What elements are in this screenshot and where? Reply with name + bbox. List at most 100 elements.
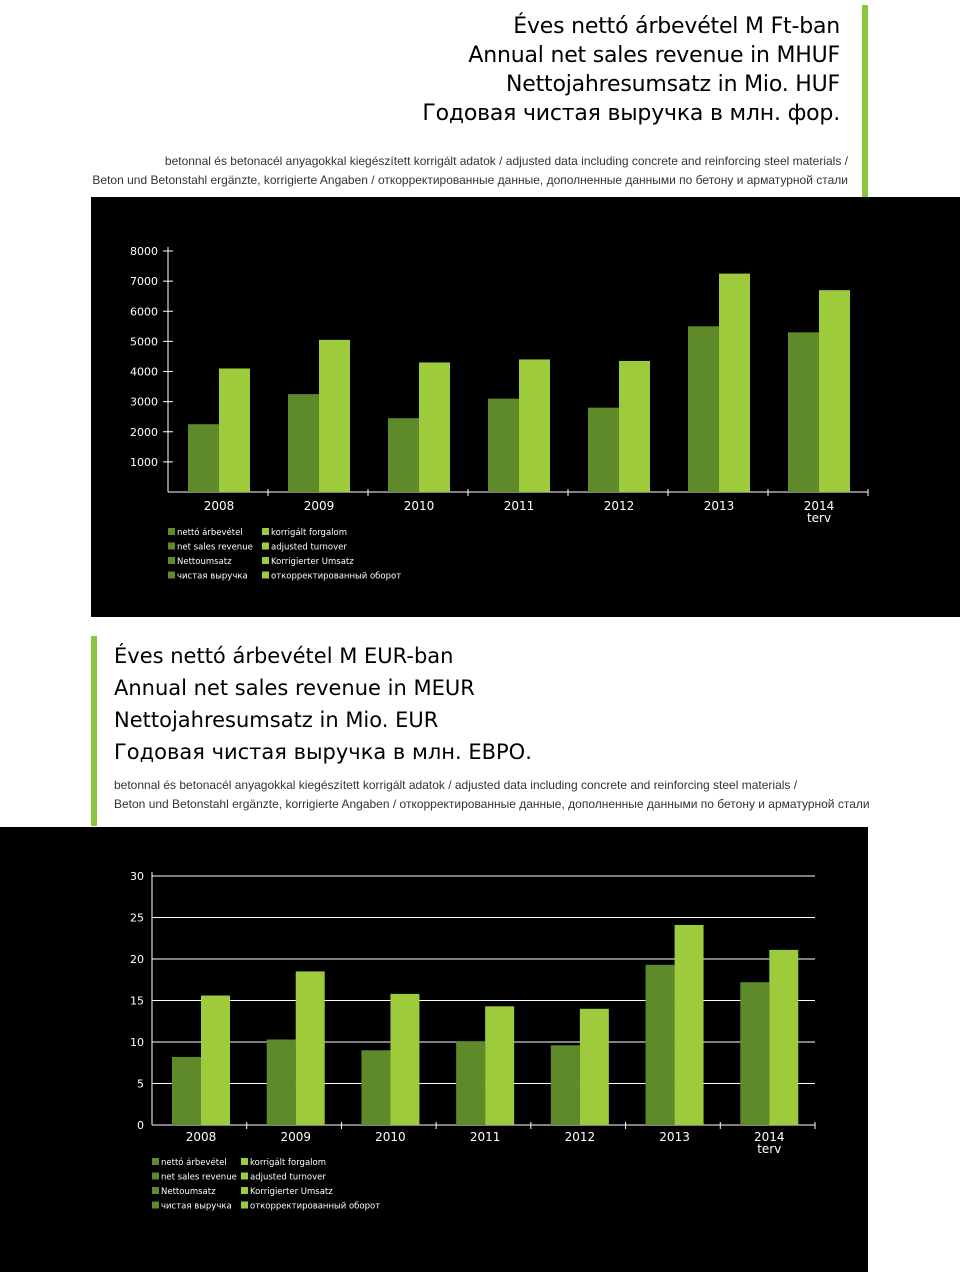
eur-legend-adjusted-label: откорректированный оборот xyxy=(250,1202,380,1212)
eur-bar-adjusted-turnover xyxy=(390,993,420,1125)
eur-legend-net-sales-label: чистая выручка xyxy=(161,1202,232,1212)
huf-bar-net-sales xyxy=(188,424,219,492)
huf-category-label: 2012 xyxy=(604,499,635,513)
huf-legend-adjusted-label: Korrigierter Umsatz xyxy=(271,557,354,567)
eur-legend-swatch-net-sales xyxy=(152,1172,159,1180)
eur-category-label: 2009 xyxy=(280,1130,311,1144)
eur-y-tick-label: 15 xyxy=(130,995,144,1008)
eur-bar-adjusted-turnover xyxy=(485,1006,515,1125)
huf-y-tick-label: 2000 xyxy=(130,426,158,439)
eur-subtitle-line-2: Beton und Betonstahl ergänzte, korrigier… xyxy=(114,797,870,811)
eur-subtitle-line-1: betonnal és betonacél anyagokkal kiegész… xyxy=(114,778,798,792)
eur-bar-net-sales xyxy=(740,982,770,1125)
eur-bar-net-sales xyxy=(361,1050,391,1125)
eur-y-tick-label: 25 xyxy=(130,912,144,925)
eur-bar-net-sales xyxy=(266,1039,296,1125)
huf-legend-swatch-adjusted xyxy=(262,528,269,535)
huf-legend-net-sales-label: net sales revenue xyxy=(177,543,253,553)
huf-bar-net-sales xyxy=(688,326,719,492)
huf-bar-adjusted-turnover xyxy=(819,290,850,492)
huf-category-label: 2011 xyxy=(504,499,535,513)
huf-category-label: 2009 xyxy=(304,499,335,513)
huf-subtitle-line-1: betonnal és betonacél anyagokkal kiegész… xyxy=(164,154,848,168)
huf-bar-adjusted-turnover xyxy=(319,339,350,492)
huf-bar-adjusted-turnover xyxy=(619,360,650,492)
huf-legend-adjusted-label: откорректированный оборот xyxy=(271,572,401,582)
eur-bar-net-sales xyxy=(645,964,675,1125)
huf-category-label: 2014 xyxy=(804,499,835,513)
huf-subtitle-line-2: Beton und Betonstahl ergänzte, korrigier… xyxy=(92,173,848,187)
huf-bar-net-sales xyxy=(788,332,819,492)
huf-bar-net-sales xyxy=(388,418,419,492)
accent-bar-middle xyxy=(91,636,97,826)
eur-legend-swatch-adjusted xyxy=(241,1172,248,1180)
eur-category-label: 2010 xyxy=(375,1130,406,1144)
huf-y-tick-label: 3000 xyxy=(130,396,158,409)
eur-bar-adjusted-turnover xyxy=(769,949,799,1125)
eur-legend-net-sales-label: nettó árbevétel xyxy=(161,1157,227,1168)
huf-legend-swatch-adjusted xyxy=(262,557,269,564)
huf-bar-net-sales xyxy=(288,394,319,492)
eur-category-label: 2012 xyxy=(565,1130,596,1144)
huf-subtitle: betonnal és betonacél anyagokkal kiegész… xyxy=(92,152,848,190)
eur-bar-adjusted-turnover xyxy=(201,995,230,1125)
eur-y-tick-label: 20 xyxy=(130,953,144,966)
eur-legend-swatch-adjusted xyxy=(241,1158,248,1165)
eur-y-tick-label: 10 xyxy=(130,1036,144,1049)
eur-legend-adjusted-label: korrigált forgalom xyxy=(250,1158,326,1168)
eur-y-tick-label: 5 xyxy=(137,1078,144,1091)
huf-y-tick-label: 1000 xyxy=(130,456,158,469)
huf-bar-net-sales xyxy=(488,398,519,492)
eur-bar-adjusted-turnover xyxy=(674,924,704,1125)
eur-bar-net-sales xyxy=(172,1056,201,1125)
eur-legend-net-sales-label: net sales revenue xyxy=(161,1173,237,1183)
eur-bar-net-sales xyxy=(456,1041,486,1125)
eur-legend-swatch-adjusted xyxy=(241,1187,248,1194)
eur-bar-net-sales xyxy=(550,1045,580,1125)
huf-legend-swatch-net-sales xyxy=(168,542,175,550)
huf-legend-adjusted-label: korrigált forgalom xyxy=(271,528,347,538)
huf-legend-swatch-adjusted xyxy=(262,571,269,579)
huf-title-ru: Годовая чистая выручка в млн. фор. xyxy=(422,101,840,126)
eur-title-hu: Éves nettó árbevétel M EUR-ban xyxy=(114,644,454,668)
accent-bar-top xyxy=(862,5,868,197)
huf-bar-net-sales xyxy=(588,407,619,492)
huf-title-hu: Éves nettó árbevétel M Ft-ban xyxy=(513,14,840,39)
huf-bar-adjusted-turnover xyxy=(419,362,450,492)
eur-legend-adjusted-label: adjusted turnover xyxy=(250,1173,326,1183)
eur-category-label: 2013 xyxy=(659,1130,690,1144)
huf-bar-adjusted-turnover xyxy=(719,273,750,492)
huf-legend-net-sales-label: nettó árbevétel xyxy=(177,527,243,538)
eur-subtitle: betonnal és betonacél anyagokkal kiegész… xyxy=(114,776,870,814)
huf-legend-net-sales-label: Nettoumsatz xyxy=(177,557,232,567)
eur-legend-adjusted-label: Korrigierter Umsatz xyxy=(250,1187,333,1197)
eur-category-label: 2014 xyxy=(754,1130,785,1144)
huf-y-tick-label: 6000 xyxy=(130,305,158,318)
eur-legend-net-sales-label: Nettoumsatz xyxy=(161,1187,216,1197)
eur-legend-swatch-net-sales xyxy=(152,1201,159,1209)
huf-legend-swatch-adjusted xyxy=(262,542,269,550)
eur-title-de: Nettojahresumsatz in Mio. EUR xyxy=(114,708,439,732)
huf-category-label: 2008 xyxy=(204,499,235,513)
eur-category-label: 2011 xyxy=(470,1130,501,1144)
huf-category-label: 2013 xyxy=(704,499,735,513)
eur-legend-swatch-net-sales xyxy=(152,1187,159,1194)
huf-y-tick-label: 4000 xyxy=(130,366,158,379)
huf-legend-adjusted-label: adjusted turnover xyxy=(271,543,347,553)
huf-legend-swatch-net-sales xyxy=(168,571,175,579)
eur-title-ru: Годовая чистая выручка в млн. ЕВРО. xyxy=(114,740,532,764)
eur-title-en: Annual net sales revenue in MEUR xyxy=(114,676,475,700)
huf-legend-swatch-net-sales xyxy=(168,528,175,535)
eur-category-label: 2008 xyxy=(186,1130,217,1144)
eur-legend-swatch-net-sales xyxy=(152,1158,159,1165)
huf-title-en: Annual net sales revenue in MHUF xyxy=(468,43,840,68)
eur-category-note: terv xyxy=(757,1142,781,1156)
eur-y-tick-label: 0 xyxy=(137,1119,144,1132)
eur-chart-panel xyxy=(0,827,868,1272)
huf-bar-adjusted-turnover xyxy=(219,368,250,492)
eur-bar-adjusted-turnover xyxy=(295,971,325,1125)
huf-chart-title-block: Éves nettó árbevétel M Ft-ban Annual net… xyxy=(422,12,840,128)
huf-y-tick-label: 5000 xyxy=(130,335,158,348)
